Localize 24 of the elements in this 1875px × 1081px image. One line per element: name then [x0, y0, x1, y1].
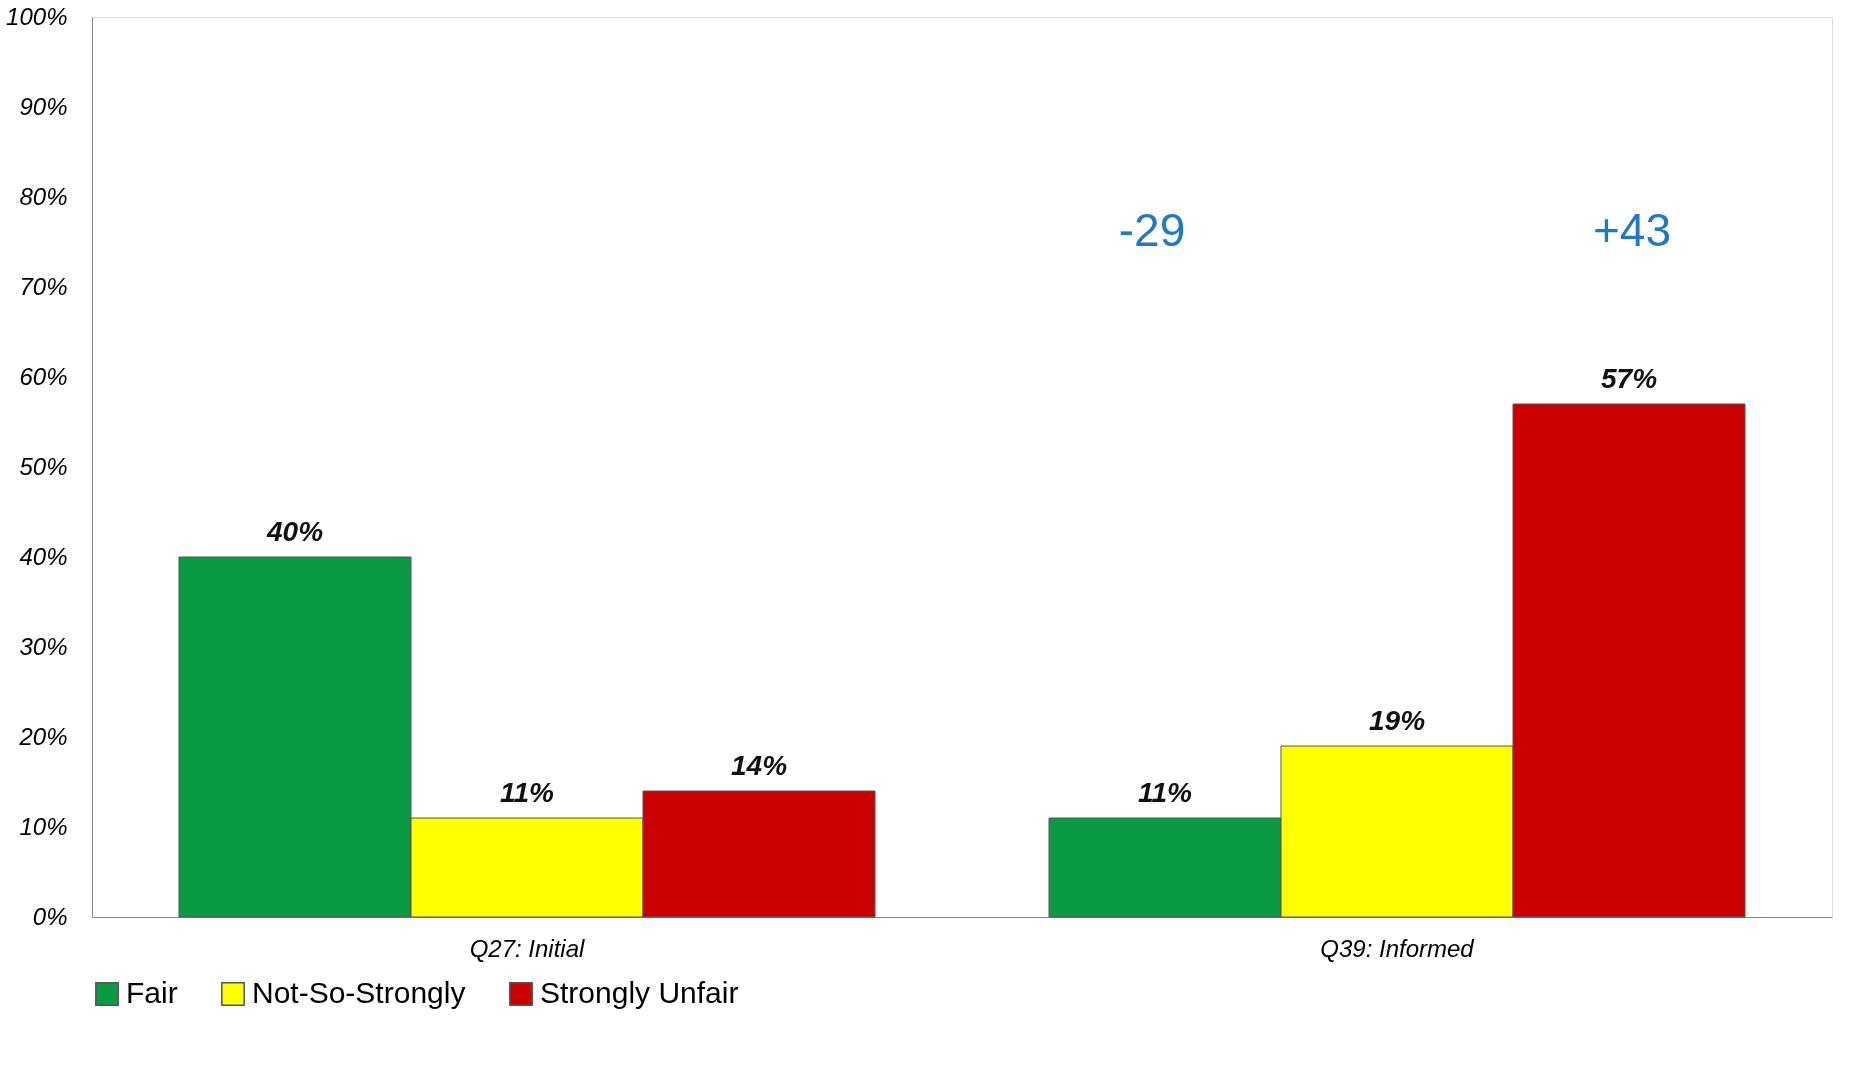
x-tick-label: Q27: Initial	[469, 934, 586, 962]
y-tick-label: 90%	[19, 92, 68, 120]
y-tick-label: 40%	[19, 542, 68, 570]
data-label: 40%	[265, 516, 324, 547]
annotation: -29	[1118, 204, 1186, 256]
data-label: 11%	[1138, 777, 1193, 808]
data-label: 57%	[1600, 363, 1658, 394]
x-tick-label: Q39: Informed	[1320, 934, 1475, 962]
annotation: +43	[1592, 204, 1672, 256]
y-tick-label: 70%	[19, 272, 68, 300]
data-label: 14%	[730, 750, 788, 781]
y-tick-label: 50%	[19, 452, 68, 480]
y-tick-label: 20%	[18, 722, 68, 750]
legend-label: Fair	[126, 976, 178, 1009]
y-tick-label: 80%	[19, 182, 68, 210]
data-label: 19%	[1368, 705, 1426, 736]
y-tick-label: 0%	[32, 902, 68, 930]
y-tick-label: 100%	[6, 2, 68, 30]
legend-label: Strongly Unfair	[540, 976, 739, 1009]
data-label: 11%	[500, 777, 555, 808]
legend-label: Not-So-Strongly	[252, 976, 466, 1009]
y-tick-label: 10%	[19, 812, 68, 840]
y-tick-label: 60%	[19, 362, 68, 390]
y-tick-label: 30%	[19, 632, 68, 660]
